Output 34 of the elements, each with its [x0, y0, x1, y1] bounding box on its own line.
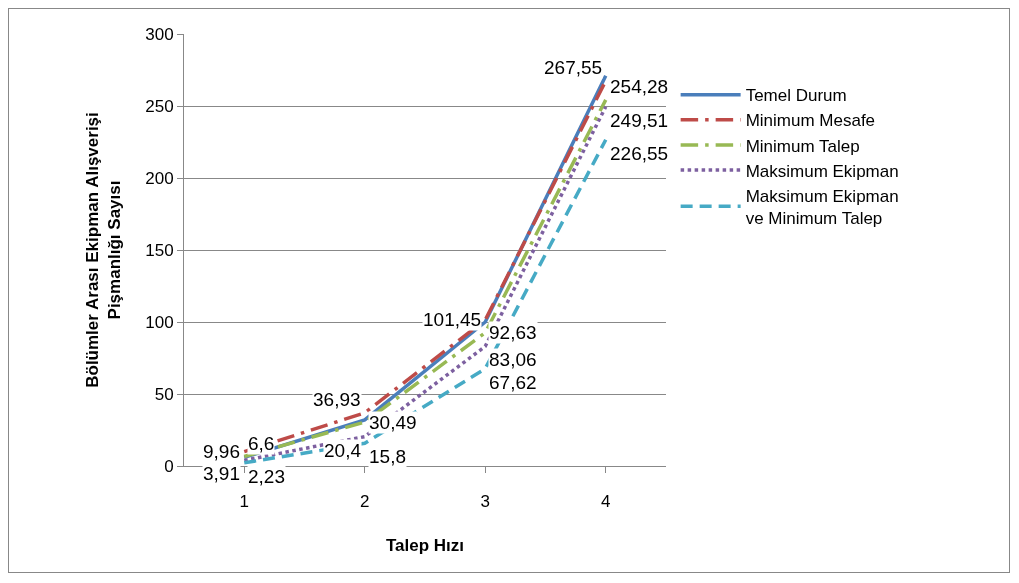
y-tick-label: 100 — [145, 312, 174, 332]
y-tick-label: 50 — [154, 384, 174, 404]
data-label: 92,63 — [489, 322, 537, 343]
y-tick-label: 200 — [145, 168, 174, 188]
data-label: 267,55 — [544, 57, 603, 78]
x-tick-label: 2 — [360, 492, 370, 512]
legend-label: Maksimum Ekipman ve Minimum Talep — [745, 186, 899, 228]
data-label: 249,51 — [610, 110, 669, 131]
y-axis-title: Bölümler Arası Ekipman Alışverişi Pişmanlığı Sayısı — [82, 112, 124, 388]
data-label: 67,62 — [489, 372, 537, 393]
y-tick-label: 0 — [164, 456, 174, 476]
data-label: 30,49 — [369, 412, 417, 433]
data-label: 254,28 — [610, 76, 669, 97]
data-label: 101,45 — [423, 309, 482, 330]
legend-label: Maksimum Ekipman — [745, 161, 899, 181]
data-label: 20,4 — [324, 440, 362, 461]
y-tick-label: 300 — [145, 24, 174, 44]
data-label: 9,96 — [203, 441, 240, 462]
x-tick-label: 3 — [480, 492, 490, 512]
data-label: 6,6 — [248, 433, 275, 454]
data-label: 83,06 — [489, 349, 537, 370]
x-tick-label: 4 — [601, 492, 611, 512]
x-axis-title: Talep Hızı — [385, 535, 465, 555]
data-label: 15,8 — [369, 446, 406, 467]
x-tick-label: 1 — [239, 492, 249, 512]
data-label: 36,93 — [313, 389, 361, 410]
legend-label: Minimum Talep — [745, 136, 860, 156]
y-tick-label: 150 — [145, 240, 174, 260]
legend-label: Temel Durum — [745, 86, 847, 106]
data-label: 226,55 — [610, 143, 669, 164]
y-tick-label: 250 — [145, 96, 174, 116]
legend-label: Minimum Mesafe — [745, 111, 876, 131]
data-label: 3,91 — [203, 463, 240, 484]
data-label: 2,23 — [248, 466, 285, 487]
